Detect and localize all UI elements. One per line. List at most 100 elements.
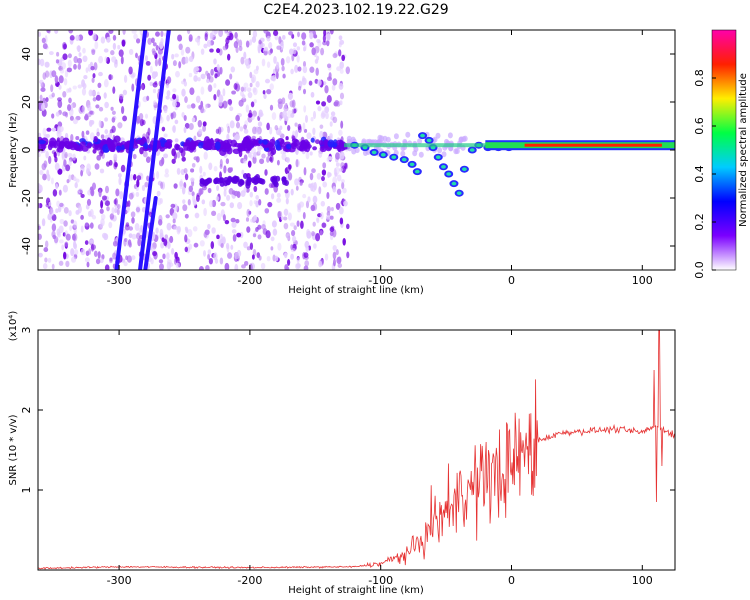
noise-cell: [189, 87, 195, 96]
noise-cell: [309, 66, 315, 73]
band-cell: [68, 140, 74, 149]
noise-cell: [214, 73, 218, 79]
noise-cell: [263, 50, 268, 56]
noise-cell: [173, 225, 179, 230]
noise-cell: [219, 158, 223, 168]
noise-cell: [227, 252, 233, 259]
band-cell: [318, 139, 324, 146]
noise-cell: [178, 43, 183, 51]
noise-cell: [231, 221, 237, 228]
noise-cell: [166, 252, 170, 260]
noise-cell: [45, 97, 49, 103]
noise-cell: [296, 54, 300, 63]
noise-cell: [257, 234, 262, 240]
x-tick-label: -200: [237, 574, 262, 587]
band-cell: [310, 137, 315, 143]
noise-cell: [339, 61, 345, 69]
noise-cell: [272, 228, 278, 236]
noise-cell: [182, 204, 188, 212]
band-cell: [199, 178, 205, 184]
noise-cell: [152, 42, 157, 47]
noise-cell: [309, 32, 314, 40]
noise-cell: [48, 206, 54, 215]
noise-cell: [45, 151, 49, 159]
noise-cell: [162, 253, 166, 260]
noise-cell: [130, 211, 136, 218]
noise-cell: [91, 215, 97, 220]
noise-cell: [326, 76, 333, 81]
band-cell: [299, 140, 307, 148]
noise-cell: [183, 168, 188, 174]
noise-cell: [283, 208, 289, 216]
noise-cell: [302, 46, 307, 52]
noise-cell: [276, 197, 282, 203]
noise-cell: [236, 232, 242, 238]
noise-cell: [68, 30, 74, 34]
noise-cell: [304, 114, 309, 123]
noise-cell: [302, 211, 306, 220]
noise-cell: [154, 71, 158, 78]
noise-cell: [114, 208, 118, 213]
signal-core: [401, 157, 407, 162]
noise-cell: [251, 76, 255, 84]
noise-cell: [275, 71, 279, 80]
noise-cell: [70, 248, 75, 257]
noise-cell: [281, 153, 287, 161]
noise-cell: [243, 124, 248, 130]
noise-cell: [317, 105, 322, 112]
noise-cell: [329, 226, 335, 232]
band-cell: [269, 138, 276, 147]
noise-cell: [164, 173, 170, 178]
noise-cell: [136, 115, 141, 124]
noise-cell: [335, 152, 341, 160]
noise-cell: [120, 105, 125, 115]
noise-cell: [105, 185, 109, 194]
noise-cell: [131, 217, 135, 224]
noise-cell: [128, 192, 134, 200]
noise-cell: [59, 202, 64, 208]
colorbar-label: Normalized spectral amplitude: [738, 73, 749, 227]
noise-cell: [308, 183, 312, 188]
noise-cell: [113, 199, 117, 205]
noise-cell: [258, 113, 262, 118]
noise-cell: [144, 181, 149, 188]
noise-cell: [190, 103, 196, 109]
noise-cell: [269, 156, 273, 162]
noise-cell: [247, 112, 253, 118]
noise-cell: [385, 136, 391, 143]
noise-cell: [178, 61, 182, 69]
noise-cell: [277, 211, 281, 219]
noise-cell: [161, 237, 165, 243]
noise-cell: [195, 194, 200, 202]
noise-cell: [86, 261, 90, 268]
noise-cell: [201, 199, 206, 205]
noise-cell: [62, 232, 66, 237]
noise-cell: [60, 62, 67, 70]
noise-cell: [220, 201, 226, 207]
noise-cell: [321, 101, 327, 107]
noise-cell: [77, 45, 81, 53]
noise-cell: [290, 244, 294, 250]
noise-cell: [61, 244, 65, 251]
signal-core: [371, 150, 377, 155]
noise-cell: [222, 214, 226, 222]
colorbar-tick-label: 0.6: [693, 117, 706, 135]
noise-cell: [337, 262, 343, 269]
noise-cell: [42, 97, 46, 103]
noise-cell: [216, 212, 222, 221]
noise-cell: [305, 200, 310, 209]
noise-cell: [243, 128, 249, 134]
noise-cell: [43, 247, 49, 253]
noise-cell: [252, 155, 257, 164]
noise-cell: [400, 150, 406, 157]
noise-cell: [193, 242, 199, 248]
noise-cell: [166, 114, 170, 122]
noise-cell: [312, 202, 318, 211]
noise-cell: [311, 230, 315, 237]
noise-cell: [131, 83, 135, 92]
noise-cell: [217, 126, 222, 135]
noise-cell: [182, 199, 186, 205]
noise-cell: [152, 100, 157, 106]
noise-cell: [53, 151, 57, 159]
noise-cell: [172, 88, 177, 93]
